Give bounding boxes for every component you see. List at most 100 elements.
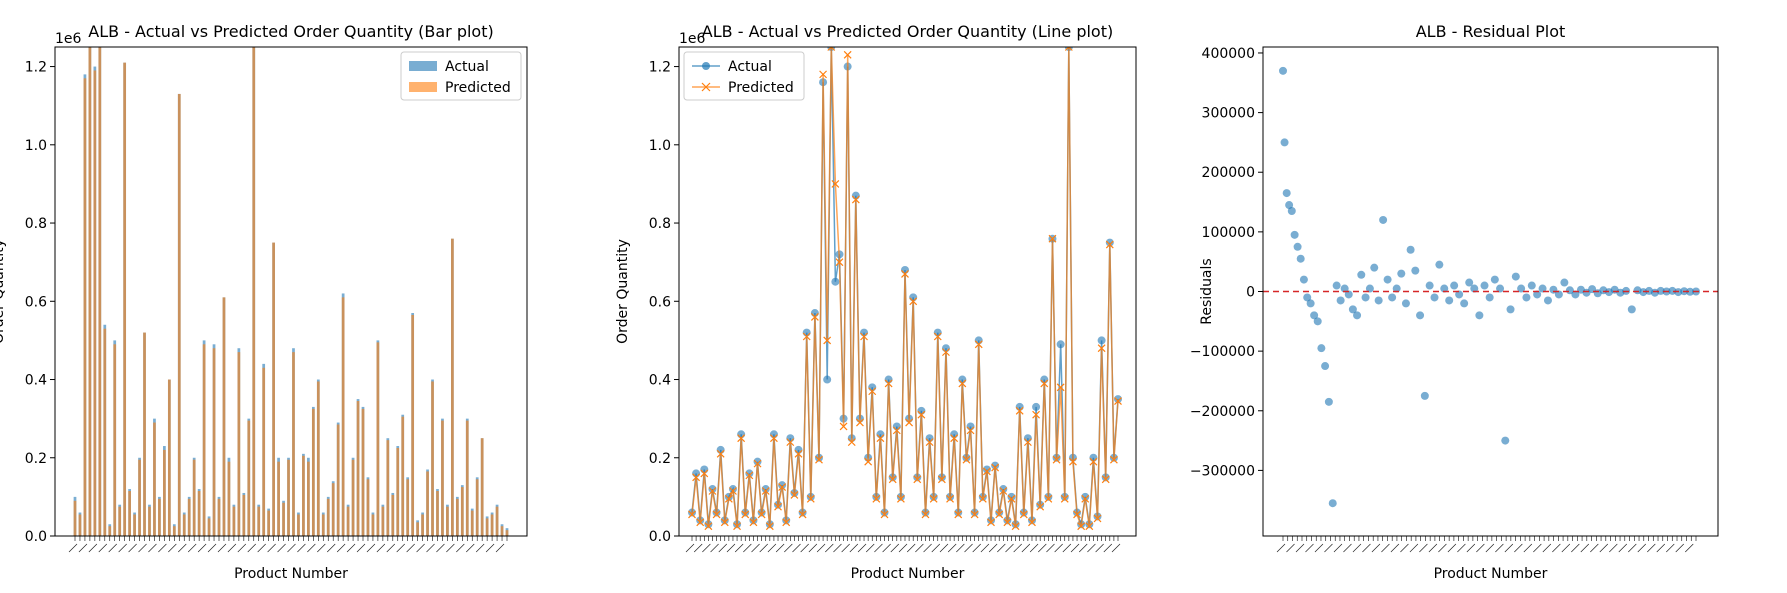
actual-point [901, 265, 909, 274]
bar-chart: 0.0 0.2 0.4 0.6 0.8 1.0 1.2 ALB - Actual vs Pre… [0, 22, 528, 582]
predicted-point [798, 510, 807, 519]
x-tick-label [1618, 543, 1628, 553]
residual-point [1435, 260, 1444, 269]
predicted-bar [495, 506, 499, 536]
predicted-point [704, 522, 713, 531]
residual-point [1440, 284, 1449, 293]
x-tick-label [277, 543, 286, 553]
residual-point [1328, 499, 1337, 508]
predicted-point [950, 434, 959, 443]
predicted-bar [465, 420, 469, 536]
x-tick-label [825, 543, 834, 553]
residual-point [1554, 290, 1563, 299]
predicted-bar [376, 342, 380, 536]
x-tick-label [849, 543, 859, 553]
predicted-point [954, 510, 963, 519]
predicted-bar [441, 420, 444, 536]
actual-point [868, 383, 877, 392]
predicted-point [1105, 240, 1114, 249]
residual-point [1533, 290, 1542, 299]
x-tick-label [1371, 543, 1381, 553]
predicted-point [757, 510, 766, 519]
x-tick-label [1609, 543, 1618, 553]
predicted-point [925, 438, 934, 447]
predicted-bar [485, 518, 489, 536]
residual-point [1332, 281, 1341, 290]
predicted-bar [197, 491, 201, 536]
predicted-bar [475, 479, 479, 536]
predicted-bar [267, 510, 271, 536]
residual-point [1340, 284, 1349, 293]
x-tick-label [775, 543, 785, 553]
x-tick-label [1286, 543, 1295, 553]
actual-point [1056, 340, 1065, 349]
predicted-bar [396, 447, 400, 536]
actual-point [761, 485, 770, 494]
legend-swatch [409, 82, 437, 92]
x-tick-label [726, 543, 736, 553]
actual-point [851, 191, 860, 200]
y-offset-label: 1e6 [55, 31, 82, 47]
predicted-point [880, 510, 889, 519]
residual-point [1538, 284, 1547, 293]
actual-point [737, 430, 746, 439]
residual-point [1317, 344, 1326, 353]
y-tick-label: 200000 [1202, 165, 1255, 181]
residual-point [1425, 281, 1434, 290]
predicted-point [864, 457, 873, 466]
x-tick-label [1514, 543, 1523, 553]
x-tick-label [138, 543, 147, 553]
predicted-point [782, 518, 791, 527]
residual-point [1285, 201, 1294, 210]
predicted-point [761, 487, 770, 495]
x-tick-label [177, 543, 187, 553]
residual-point [1357, 270, 1366, 279]
x-tick-label [833, 543, 842, 553]
y-tick-label: 0.0 [25, 529, 47, 545]
actual-point [728, 485, 737, 494]
x-tick-label [88, 543, 98, 553]
predicted-point [1069, 457, 1077, 466]
x-tick-label [1447, 543, 1457, 553]
y-tick-label: 0.4 [25, 373, 47, 389]
predicted-bar [411, 314, 415, 536]
plot-area [679, 47, 1136, 536]
predicted-point [688, 510, 696, 519]
x-tick-label [1647, 543, 1656, 553]
x-tick-label [1087, 543, 1096, 553]
predicted-bar [98, 47, 102, 536]
x-tick-label [906, 543, 916, 553]
actual-point [823, 375, 832, 384]
x-tick-label [857, 543, 867, 553]
actual-point [974, 336, 983, 345]
predicted-point [974, 340, 983, 349]
predicted-bar [118, 506, 122, 536]
predicted-point [819, 70, 828, 79]
actual-point [999, 485, 1008, 494]
legend [683, 51, 805, 101]
predicted-point [995, 510, 1004, 519]
actual-point [1032, 402, 1041, 411]
x-tick-label [1046, 543, 1055, 553]
x-tick-label [972, 543, 981, 553]
x-tick-label [356, 543, 366, 553]
x-tick-label [317, 543, 326, 553]
x-tick-label [336, 543, 346, 553]
predicted-bar [113, 344, 117, 536]
y-tick-label: 0.4 [649, 373, 671, 389]
predicted-point [737, 434, 746, 443]
residual-point [1279, 66, 1287, 75]
actual-point [958, 375, 967, 384]
legend-marker [701, 82, 711, 92]
x-tick-labels [1276, 543, 1694, 553]
predicted-bar [416, 522, 419, 536]
residual-point [1450, 281, 1459, 290]
predicted-bar [128, 491, 131, 536]
x-tick-label [287, 543, 296, 553]
x-tick-label [1628, 543, 1637, 553]
x-tick-label [947, 543, 957, 553]
x-tick-label [1476, 543, 1485, 553]
predicted-point [929, 494, 938, 503]
predicted-bar [272, 242, 275, 536]
predicted-point [966, 426, 975, 435]
